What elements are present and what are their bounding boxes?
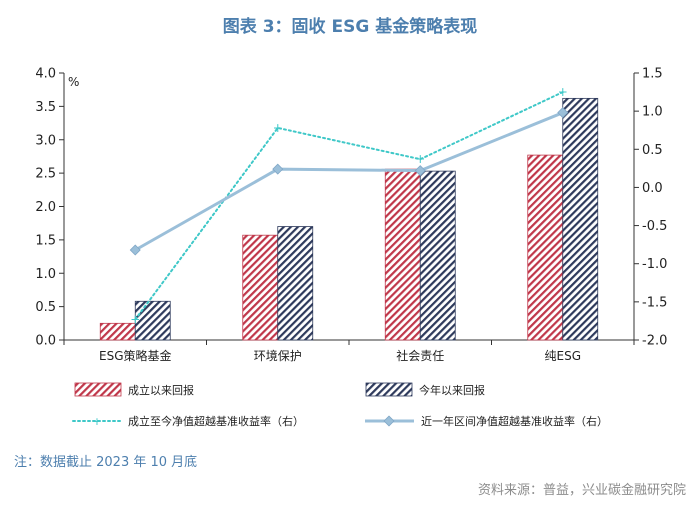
point-one-year-excess [129,244,141,256]
bars [99,97,599,341]
left-tick-label: 0.0 [35,334,56,349]
left-tick-label: 2.0 [35,200,56,215]
line-one-year-excess [134,111,564,252]
bar-since-inception-return [527,154,564,341]
left-tick-label: 1.5 [35,233,56,248]
category-label: 纯ESG [545,349,582,363]
bar-ytd-return [277,226,314,341]
legend: 成立以来回报 今年以来回报 + 成立至今净值超越基准收益率（右） 近一年区间净值… [72,382,608,428]
legend-swatch-ytd-return [365,382,413,397]
left-tick-label: 3.5 [35,100,56,115]
line-since-inception-excess [134,91,564,321]
category-label: 社会责任 [396,348,444,363]
legend-label-since-inception-excess: 成立至今净值超越基准收益率（右） [128,414,304,428]
bar-ytd-return [134,300,171,341]
point-since-inception-excess: + [558,85,568,99]
legend-label-one-year-excess: 近一年区间净值超越基准收益率（右） [421,414,608,428]
right-tick-label: 0.0 [642,181,663,196]
left-tick-label: 2.5 [35,167,56,182]
point-since-inception-excess: + [415,152,425,166]
right-tick-label: -1.0 [642,257,667,272]
left-tick-label: 4.0 [35,67,56,82]
source-note: 资料来源：普益，兴业碳金融研究院 [477,483,686,498]
axes: 0.0 0.5 1.0 1.5 2.0 2.5 3.0 3.5 4.0 -2.0 -1.5 -1.0 -… [35,67,667,364]
legend-swatch-one-year-excess [365,415,414,427]
chart-title: 图表 3：固收 ESG 基金策略表现 [222,17,478,37]
category-label: 环境保护 [254,348,302,363]
legend-label-since-inception-return: 成立以来回报 [128,383,194,397]
right-tick-label: -1.5 [642,295,667,310]
right-tick-label: 0.5 [642,143,663,158]
right-tick-label: -0.5 [642,219,667,234]
point-one-year-excess [557,107,569,119]
left-tick-label: 3.0 [35,133,56,148]
left-tick-label: 0.5 [35,300,56,315]
point-one-year-excess [272,163,284,175]
unit-label: % [68,75,79,89]
bar-ytd-return [562,97,599,341]
point-since-inception-excess: + [273,121,283,135]
point-one-year-excess [414,165,426,177]
legend-swatch-since-inception-excess: + [72,415,123,428]
left-tick-label: 1.0 [35,267,56,282]
lines: + + + + [129,85,569,326]
right-tick-label: 1.0 [642,105,663,120]
footnote: 注：数据截止 2023 年 10 月底 [14,455,198,470]
legend-swatch-since-inception-return [74,382,122,397]
legend-label-ytd-return: 今年以来回报 [419,383,485,397]
point-since-inception-excess: + [130,312,140,326]
category-label: ESG策略基金 [99,348,172,363]
right-tick-label: -2.0 [642,334,667,349]
bar-since-inception-return [384,168,421,341]
svg-text:+: + [92,415,101,428]
bar-since-inception-return [242,234,279,341]
bar-ytd-return [419,170,456,341]
right-tick-label: 1.5 [642,67,663,82]
